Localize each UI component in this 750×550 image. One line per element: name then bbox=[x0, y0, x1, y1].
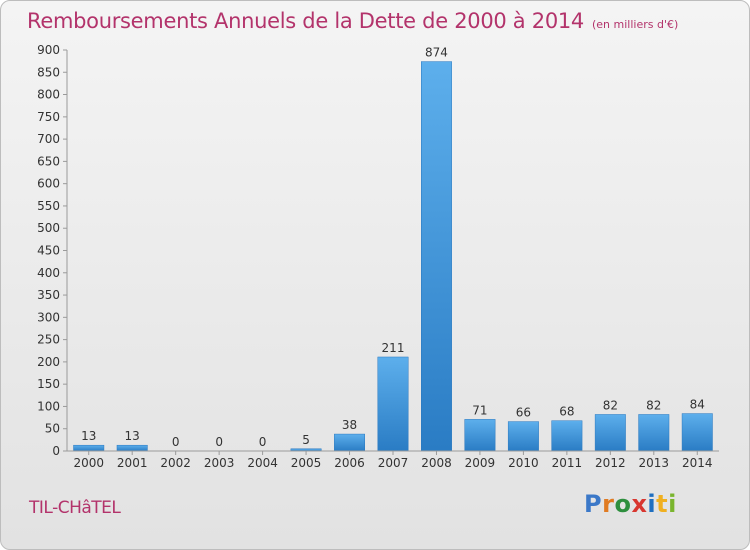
logo-letter: r bbox=[602, 490, 615, 518]
place-name: TIL-CHâTEL bbox=[29, 498, 121, 518]
y-tick-label: 300 bbox=[37, 310, 60, 324]
data-label: 0 bbox=[215, 435, 223, 449]
bar bbox=[507, 421, 539, 452]
data-label: 0 bbox=[259, 435, 267, 449]
y-tick-label: 850 bbox=[37, 65, 60, 79]
x-tick-label: 2000 bbox=[73, 456, 104, 470]
x-tick-label: 2009 bbox=[465, 456, 496, 470]
y-tick-label: 700 bbox=[37, 132, 60, 146]
y-tick-label: 800 bbox=[37, 88, 60, 102]
bar bbox=[551, 420, 583, 452]
x-tick-label: 2002 bbox=[160, 456, 191, 470]
logo-letter: i bbox=[668, 490, 677, 518]
bar bbox=[464, 419, 496, 452]
y-tick-label: 0 bbox=[52, 444, 60, 458]
bar bbox=[638, 414, 670, 452]
data-label: 38 bbox=[342, 418, 357, 432]
bar bbox=[73, 444, 105, 452]
y-tick-label: 350 bbox=[37, 288, 60, 302]
data-label: 82 bbox=[646, 398, 661, 412]
x-tick-label: 2005 bbox=[291, 456, 322, 470]
x-axis: 2000 2001 2002 2003 2004 2005 2006 2007 2008 2009… bbox=[67, 450, 719, 470]
bar bbox=[594, 414, 626, 452]
data-label: 13 bbox=[125, 429, 140, 443]
y-tick-label: 250 bbox=[37, 333, 60, 347]
chart-subtitle: (en milliers d'€) bbox=[592, 18, 679, 31]
x-tick-label: 2006 bbox=[334, 456, 365, 470]
y-tick-label: 750 bbox=[37, 110, 60, 124]
logo-letter: x bbox=[631, 490, 648, 518]
x-tick-label: 2013 bbox=[639, 456, 670, 470]
logo-letter: o bbox=[614, 490, 632, 518]
bar bbox=[116, 444, 148, 452]
data-label: 874 bbox=[425, 46, 448, 60]
logo-letter: t bbox=[656, 490, 669, 518]
x-tick-label: 2010 bbox=[508, 456, 539, 470]
y-tick-label: 900 bbox=[37, 43, 60, 57]
x-tick-label: 2007 bbox=[378, 456, 409, 470]
bar bbox=[334, 433, 365, 452]
chart-title-block: Remboursements Annuels de la Dette de 20… bbox=[27, 9, 678, 33]
y-tick-label: 500 bbox=[37, 221, 60, 235]
x-tick-label: 2011 bbox=[552, 456, 583, 470]
bars bbox=[73, 61, 713, 452]
logo-letter: i bbox=[647, 490, 657, 518]
y-tick-label: 650 bbox=[37, 154, 60, 168]
y-tick-label: 400 bbox=[37, 266, 60, 280]
data-label: 84 bbox=[690, 398, 705, 412]
y-tick-label: 600 bbox=[37, 177, 60, 191]
data-label: 68 bbox=[559, 405, 574, 419]
y-tick-label: 200 bbox=[37, 355, 60, 369]
logo-letter: P bbox=[584, 490, 603, 518]
x-tick-label: 2001 bbox=[117, 456, 148, 470]
bar bbox=[681, 413, 713, 452]
data-label: 13 bbox=[81, 429, 96, 443]
data-label: 5 bbox=[302, 433, 310, 447]
data-labels: 13 13 0 0 0 5 38 211 874 71 66 68 82 82 84 bbox=[81, 46, 705, 449]
data-label: 82 bbox=[603, 398, 618, 412]
x-tick-label: 2014 bbox=[682, 456, 713, 470]
x-tick-label: 2004 bbox=[247, 456, 278, 470]
y-axis: 0 50 100 150 200 250 300 350 400 450 500 550 600 650 7… bbox=[37, 43, 68, 458]
y-tick-label: 450 bbox=[37, 244, 60, 258]
data-label: 0 bbox=[172, 435, 180, 449]
chart-title: Remboursements Annuels de la Dette de 20… bbox=[27, 9, 584, 33]
y-tick-label: 50 bbox=[45, 422, 60, 436]
data-label: 211 bbox=[382, 341, 405, 355]
data-label: 71 bbox=[472, 403, 487, 417]
x-tick-label: 2012 bbox=[595, 456, 626, 470]
data-label: 66 bbox=[516, 406, 531, 420]
y-tick-label: 100 bbox=[37, 399, 60, 413]
bar bbox=[421, 61, 452, 452]
proxiti-logo[interactable]: Proxiti bbox=[584, 490, 677, 518]
y-tick-label: 550 bbox=[37, 199, 60, 213]
x-tick-label: 2008 bbox=[421, 456, 452, 470]
bar bbox=[377, 356, 409, 452]
x-tick-label: 2003 bbox=[204, 456, 235, 470]
y-tick-label: 150 bbox=[37, 377, 60, 391]
